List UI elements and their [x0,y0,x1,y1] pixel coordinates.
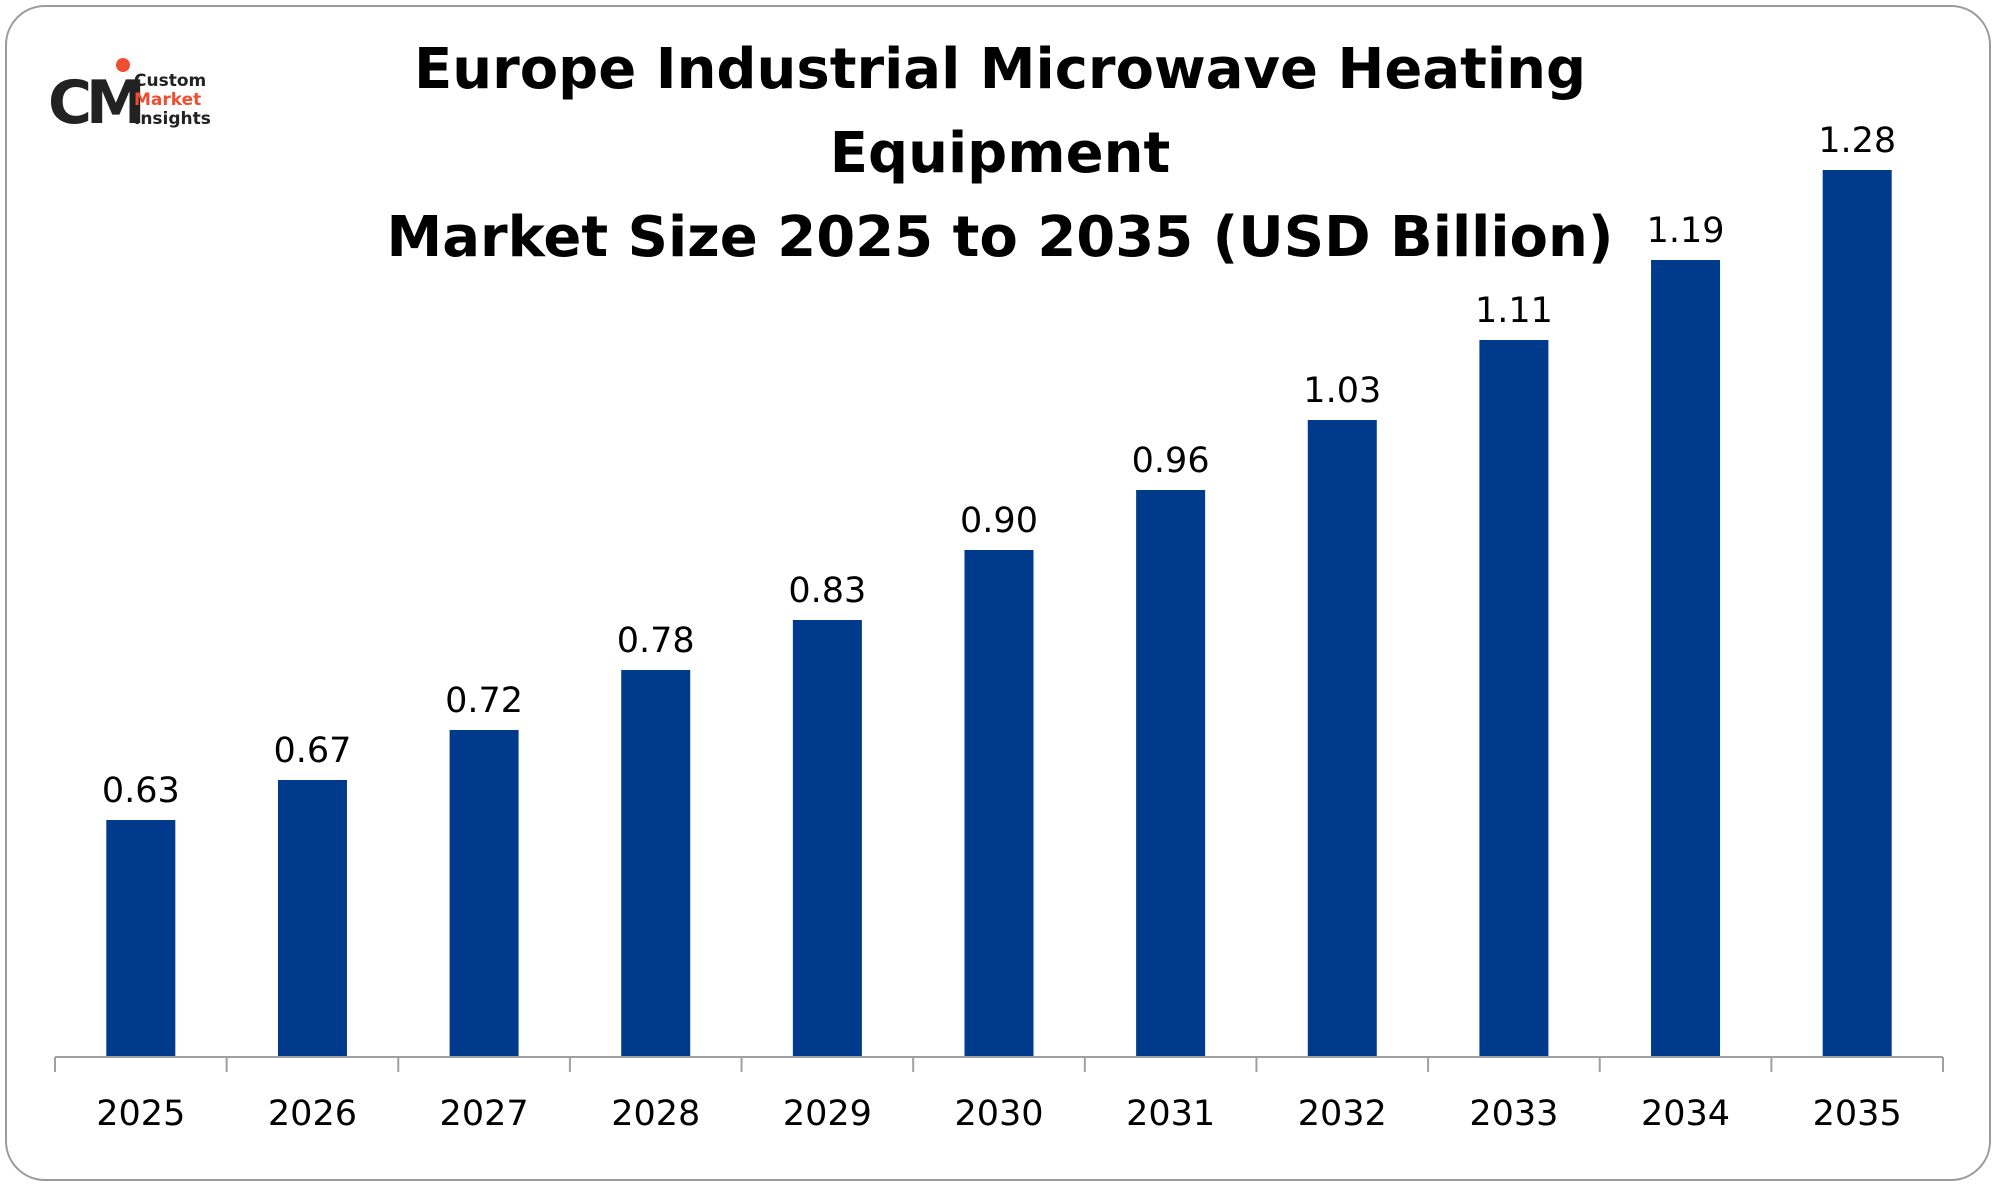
data-label: 1.03 [1303,371,1381,411]
x-tick-label: 2034 [1641,1094,1730,1134]
logo-text: Custom Market Insights [134,72,211,129]
logo-line-3: Insights [134,109,211,129]
bar-2026 [277,780,347,1057]
bar-2035 [1822,170,1892,1057]
chart-title-line-1: Europe Industrial Microwave Heating Equi… [413,37,1587,186]
data-label: 0.96 [1132,441,1210,481]
data-label: 0.63 [102,771,180,811]
logo-mark: CM [48,68,146,138]
x-tick-label: 2028 [611,1094,700,1134]
x-tick-label: 2025 [96,1094,185,1134]
logo-line-1: Custom [134,71,207,91]
x-tick-label: 2027 [440,1094,529,1134]
data-label: 1.11 [1475,291,1553,331]
data-label: 0.78 [617,621,695,661]
x-tick-label: 2032 [1298,1094,1387,1134]
x-tick-label: 2029 [783,1094,872,1134]
data-label: 0.67 [273,731,351,771]
logo-dot-icon [116,58,130,72]
x-tick-label: 2033 [1469,1094,1558,1134]
bar-2027 [449,730,519,1057]
x-tick-label: 2035 [1813,1094,1902,1134]
bar-2031 [1136,490,1206,1057]
bar-2025 [106,820,176,1057]
bar-2033 [1479,340,1549,1057]
logo-line-2: Market [134,90,202,110]
bar-2028 [621,670,691,1057]
chart-title-line-2: Market Size 2025 to 2035 (USD Billion) [386,205,1614,270]
bar-2034 [1651,260,1721,1057]
bar-2030 [964,550,1034,1057]
data-label: 1.28 [1818,121,1896,161]
data-label: 1.19 [1647,211,1725,251]
x-tick-label: 2030 [954,1094,1043,1134]
x-tick-label: 2026 [268,1094,357,1134]
data-label: 0.83 [788,571,866,611]
bar-2029 [792,620,862,1057]
x-tick-label: 2031 [1126,1094,1215,1134]
data-label: 0.90 [960,501,1038,541]
data-label: 0.72 [445,681,523,721]
chart-title: Europe Industrial Microwave Heating Equi… [250,28,1750,280]
logo: CM Custom Market Insights [48,56,238,146]
chart-frame [5,5,1991,1181]
bar-2032 [1307,420,1377,1057]
